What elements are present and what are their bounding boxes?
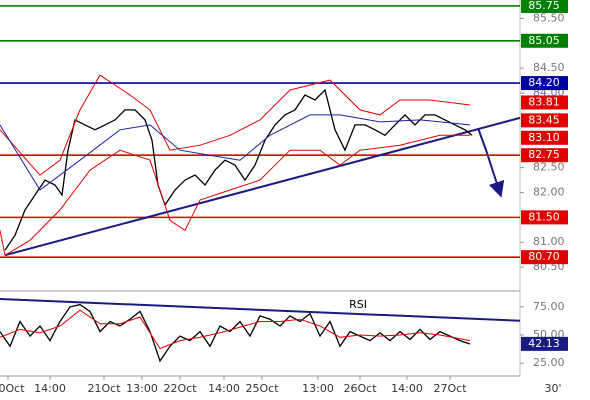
x-tick-label: 13:00 xyxy=(126,382,158,395)
x-tick-label: 14:00 xyxy=(208,382,240,395)
series-line xyxy=(0,309,471,350)
trendline xyxy=(0,297,521,322)
level-box xyxy=(521,250,568,265)
forecast-arrow xyxy=(477,127,505,198)
level-box xyxy=(521,148,568,163)
level-box xyxy=(521,95,568,110)
level-label: 83.45 xyxy=(528,113,560,126)
y-tick-label: 25.00 xyxy=(533,356,565,369)
x-tick-label: 27Oct xyxy=(433,382,467,395)
level-box xyxy=(521,113,568,128)
level-box xyxy=(521,33,568,48)
x-tick-label: 14:00 xyxy=(391,382,423,395)
value-label: 42.13 xyxy=(528,337,560,350)
level-label: 84.20 xyxy=(528,76,560,89)
x-tick-label: 26Oct xyxy=(343,382,377,395)
x-tick-label: 13:00 xyxy=(302,382,334,395)
x-tick-label: 20Oct xyxy=(0,382,25,395)
level-label: 80.70 xyxy=(528,250,560,263)
level-label: 83.10 xyxy=(528,131,560,144)
level-label: 83.81 xyxy=(528,95,560,108)
y-tick-label: 81.00 xyxy=(533,235,565,248)
level-box xyxy=(521,130,568,145)
value-box xyxy=(521,336,568,351)
level-label: 81.50 xyxy=(528,210,560,223)
series-line xyxy=(0,303,471,363)
y-tick-label: 84.50 xyxy=(533,61,565,74)
x-tick-label: 22Oct xyxy=(163,382,197,395)
level-box xyxy=(521,210,568,225)
level-label: 85.75 xyxy=(528,0,560,12)
level-label: 85.05 xyxy=(528,34,560,47)
x-tick-label: 25Oct xyxy=(245,382,279,395)
timeframe-label: 30' xyxy=(544,382,561,395)
panel-title: RSI xyxy=(349,298,367,311)
x-tick-label: 21Oct xyxy=(87,382,121,395)
trendline xyxy=(4,116,521,257)
series-line xyxy=(0,114,471,191)
y-tick-label: 82.00 xyxy=(533,186,565,199)
series-line xyxy=(4,88,473,251)
y-tick-label: 85.50 xyxy=(533,11,565,24)
y-tick-label: 82.50 xyxy=(533,161,565,174)
y-tick-label: 75.00 xyxy=(533,300,565,313)
level-label: 82.75 xyxy=(528,148,560,161)
level-box xyxy=(521,0,568,13)
x-tick-label: 14:00 xyxy=(34,382,66,395)
level-box xyxy=(521,76,568,91)
series-line xyxy=(0,74,471,176)
series-line xyxy=(0,134,470,256)
